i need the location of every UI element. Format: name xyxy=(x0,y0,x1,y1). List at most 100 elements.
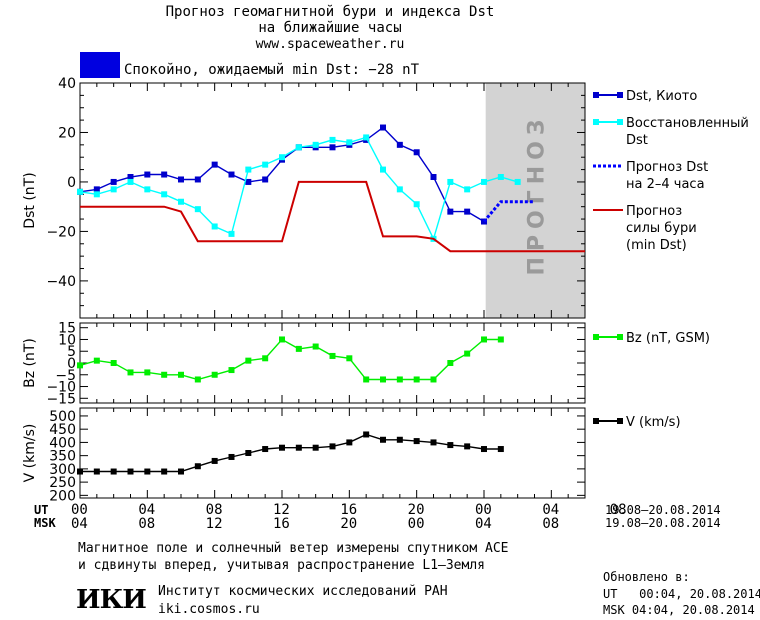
legend-bz-label: Bz (nT, GSM) xyxy=(626,331,710,346)
msk-tick-label: 00 xyxy=(407,516,425,532)
v-ylabel: V (km/s) xyxy=(22,424,38,483)
ut-tick-label: 12 xyxy=(273,502,290,518)
v-series-point-0 xyxy=(447,442,454,449)
dst-series-point-1 xyxy=(413,201,420,208)
dst-series-point-1 xyxy=(127,178,134,185)
bz-frame xyxy=(79,322,586,404)
dst-series-point-1 xyxy=(497,174,504,180)
ut-axis-label: UT xyxy=(34,503,49,517)
dst-series-point-0 xyxy=(447,208,454,215)
ut-tick-label: 08 xyxy=(609,502,627,518)
v-series-point-0 xyxy=(228,453,235,460)
v-series-line-0 xyxy=(80,433,501,473)
msk-tick-label: 04 xyxy=(71,516,88,532)
v-series-point-0 xyxy=(396,436,403,443)
status-text: Спокойно, ожидаемый min Dst: −28 nT xyxy=(124,62,420,78)
dst-series-point-1 xyxy=(93,191,100,198)
v-ytick-label: 200 xyxy=(49,488,76,504)
v-series-point-0 xyxy=(144,468,151,475)
msk-tick-label: 04 xyxy=(475,516,492,532)
dst-series-point-0 xyxy=(262,176,269,183)
v-series-point-0 xyxy=(110,468,117,475)
legend-dst-forecast-label: Прогноз Dst xyxy=(626,160,708,175)
bz-series-point-0 xyxy=(396,376,403,383)
v-series-point-0 xyxy=(346,439,353,446)
v-series-point-0 xyxy=(279,444,285,451)
ut-tick-label: 04 xyxy=(138,502,156,518)
dst-series-point-0 xyxy=(144,171,151,178)
dst-series-point-0 xyxy=(211,161,218,168)
bz-series-point-0 xyxy=(497,336,504,343)
bz-series-point-0 xyxy=(178,371,184,378)
bz-series-point-0 xyxy=(127,369,134,376)
bz-ylabel: Bz (nT) xyxy=(22,338,38,388)
ut-tick-label: 08 xyxy=(205,502,223,518)
forecast-label: ПРОГНОЗ xyxy=(524,113,549,275)
bz-series-point-0 xyxy=(262,355,269,362)
dst-series-point-1 xyxy=(228,230,235,237)
dst-series-point-0 xyxy=(329,144,336,151)
legend-dst-restored-swatch xyxy=(617,119,623,125)
institute-name: Институт космических исследований РАН xyxy=(158,584,448,599)
dst-ytick-label: 20 xyxy=(58,125,76,141)
bz-series-point-0 xyxy=(464,350,471,357)
legend-dst-restored-label: Восстановленный xyxy=(626,116,749,131)
bz-ytick-label: 5 xyxy=(67,344,76,360)
dst-series-point-1 xyxy=(396,186,403,193)
v-ytick-label: 300 xyxy=(49,462,76,478)
dst-series-point-1 xyxy=(329,136,336,143)
dst-series-point-0 xyxy=(228,171,235,178)
ut-date-range: 19.08–20.08.2014 xyxy=(605,503,721,517)
v-series-point-0 xyxy=(127,468,134,475)
v-ytick-label: 400 xyxy=(49,435,76,451)
msk-tick-label: 08 xyxy=(542,516,560,532)
dst-series-point-1 xyxy=(380,166,386,173)
dst-series-point-0 xyxy=(161,171,168,178)
ut-tick-label: 20 xyxy=(407,502,425,518)
dst-series-point-1 xyxy=(481,178,487,185)
bz-series-point-0 xyxy=(93,357,100,364)
dst-series-point-0 xyxy=(245,178,252,185)
v-series-point-0 xyxy=(413,438,420,445)
dst-series-point-0 xyxy=(178,176,184,183)
legend-v-label: V (km/s) xyxy=(626,415,681,430)
chart-title-line1: Прогноз геомагнитной бури и индекса Dst xyxy=(165,4,495,20)
v-series-point-0 xyxy=(464,443,471,450)
v-ytick-label: 250 xyxy=(49,475,76,491)
updated-msk: MSK 04:04, 20.08.2014 xyxy=(603,603,755,617)
institute-site[interactable]: iki.cosmos.ru xyxy=(158,602,260,617)
dst-series-point-1 xyxy=(312,141,319,148)
bz-series-point-0 xyxy=(329,352,336,359)
dst-series-point-1 xyxy=(363,134,370,141)
v-ytick-label: 350 xyxy=(49,449,76,465)
ut-tick-label: 00 xyxy=(71,502,88,518)
v-series-point-0 xyxy=(430,439,437,446)
dst-series-line-2 xyxy=(482,200,535,223)
site-url[interactable]: www.spaceweather.ru xyxy=(255,37,405,52)
msk-tick-label: 20 xyxy=(340,516,358,532)
v-series-point-0 xyxy=(295,444,302,451)
msk-tick-label: 08 xyxy=(138,516,156,532)
dst-series-point-0 xyxy=(380,124,386,131)
dst-series-point-0 xyxy=(110,178,117,185)
legend-dst-forecast-label: на 2–4 часа xyxy=(626,177,705,192)
legend-v-swatch xyxy=(593,418,599,424)
dst-series-point-1 xyxy=(110,186,117,193)
legend-bz-swatch xyxy=(593,334,599,340)
bz-ytick-label: −10 xyxy=(46,380,76,396)
dst-series-point-1 xyxy=(295,144,302,151)
legend-dst-kyoto-label: Dst, Киото xyxy=(626,89,697,104)
msk-tick-label: 12 xyxy=(205,516,223,532)
v-series-point-0 xyxy=(211,457,218,464)
bz-series-point-0 xyxy=(481,336,487,343)
iki-logo: ИКИ xyxy=(76,585,147,615)
v-series-point-0 xyxy=(77,468,83,475)
updated-ut: UT 00:04, 20.08.2014 xyxy=(603,587,760,601)
bz-series-point-0 xyxy=(413,376,420,383)
v-series-point-0 xyxy=(161,468,168,475)
msk-tick-label: 16 xyxy=(273,516,290,532)
v-series-point-0 xyxy=(329,443,336,450)
dst-series-point-1 xyxy=(447,178,454,185)
